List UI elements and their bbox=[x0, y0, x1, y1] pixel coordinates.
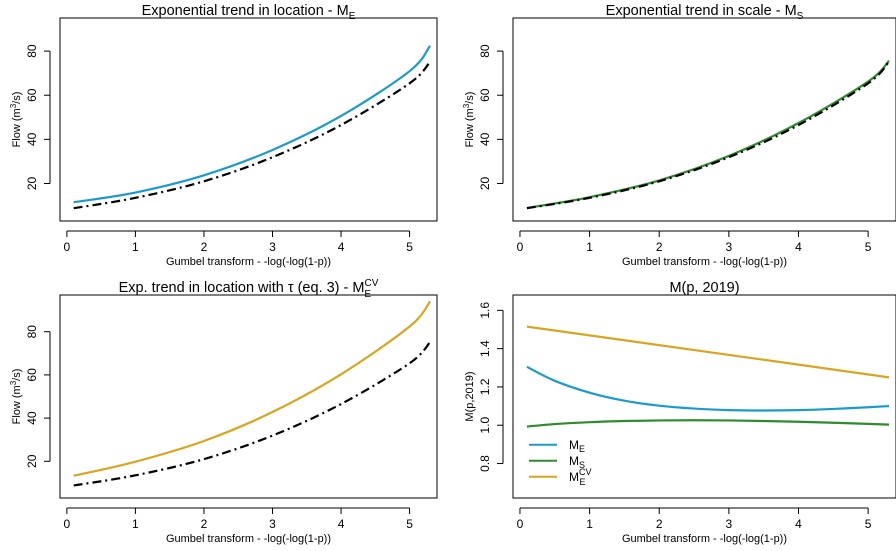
panel-4: M(p, 2019) 0 1 2 3 4 5 Gumbel transform - -log(… bbox=[464, 280, 896, 545]
y-tick-label: 20 bbox=[25, 176, 39, 190]
x-tick-label: 0 bbox=[64, 240, 71, 254]
x-tick-label: 3 bbox=[726, 517, 733, 531]
x-tick-label: 5 bbox=[865, 240, 872, 254]
x-tick-label: 5 bbox=[406, 517, 413, 531]
series-line-MECV bbox=[526, 325, 890, 379]
plot-frame bbox=[512, 17, 896, 222]
x-tick-label: 5 bbox=[406, 240, 413, 254]
y-tick-label: 40 bbox=[478, 132, 492, 146]
x-tick-label: 4 bbox=[795, 517, 802, 531]
chart-title: M(p, 2019) bbox=[669, 280, 739, 296]
series-line-MS bbox=[526, 419, 890, 428]
panel-3: Exp. trend in location with τ (eq. 3) - … bbox=[9, 278, 438, 545]
y-tick-label: 0.8 bbox=[478, 455, 492, 472]
reference-series-line bbox=[73, 341, 431, 487]
y-tick-label: 1.6 bbox=[478, 302, 492, 319]
y-tick-label: 20 bbox=[25, 454, 39, 468]
chart-title: Exponential trend in location - ME bbox=[142, 3, 356, 22]
y-axis-label: M(p,2019) bbox=[464, 371, 476, 421]
y-tick-label: 80 bbox=[478, 44, 492, 58]
y-tick-label: 1.0 bbox=[478, 417, 492, 434]
x-tick-label: 4 bbox=[338, 240, 345, 254]
x-tick-label: 5 bbox=[865, 517, 872, 531]
y-tick-label: 1.4 bbox=[478, 340, 492, 357]
y-tick-label: 60 bbox=[25, 368, 39, 382]
x-tick-label: 0 bbox=[517, 517, 524, 531]
series-line-ME bbox=[526, 365, 890, 412]
legend-label: MS bbox=[569, 454, 585, 470]
y-axis-label: Flow (m3/s) bbox=[462, 92, 476, 148]
x-tick-label: 2 bbox=[201, 517, 208, 531]
x-tick-label: 3 bbox=[726, 240, 733, 254]
reference-series-line bbox=[526, 60, 890, 210]
plot-frame bbox=[59, 294, 438, 499]
y-tick-label: 80 bbox=[25, 325, 39, 339]
y-tick-label: 80 bbox=[25, 44, 39, 58]
x-axis-label: Gumbel transform - -log(-log(1-p)) bbox=[166, 256, 331, 268]
x-tick-label: 4 bbox=[338, 517, 345, 531]
plot-frame bbox=[59, 17, 438, 222]
x-tick-label: 1 bbox=[132, 517, 139, 531]
y-tick-label: 1.2 bbox=[478, 378, 492, 395]
x-tick-label: 3 bbox=[269, 517, 276, 531]
plot-frame bbox=[512, 294, 896, 499]
chart-title: Exp. trend in location with τ (eq. 3) - … bbox=[119, 278, 379, 300]
y-tick-label: 40 bbox=[25, 132, 39, 146]
chart-title: Exponential trend in scale - MS bbox=[606, 3, 804, 22]
x-tick-label: 0 bbox=[64, 517, 71, 531]
panel-1: Exponential trend in location - ME 0 1 2 3 4 5… bbox=[9, 3, 438, 268]
legend-label: MCV E bbox=[569, 467, 592, 487]
series-line-MS bbox=[526, 60, 890, 210]
y-tick-label: 60 bbox=[478, 88, 492, 102]
series-line-MECV bbox=[73, 300, 432, 477]
x-tick-label: 2 bbox=[201, 240, 208, 254]
x-tick-label: 2 bbox=[656, 240, 663, 254]
x-tick-label: 1 bbox=[132, 240, 139, 254]
x-tick-label: 0 bbox=[517, 240, 524, 254]
x-tick-label: 3 bbox=[269, 240, 276, 254]
y-tick-label: 40 bbox=[25, 411, 39, 425]
y-tick-label: 20 bbox=[478, 176, 492, 190]
x-tick-label: 1 bbox=[586, 240, 593, 254]
y-axis-label: Flow (m3/s) bbox=[9, 369, 23, 425]
reference-series-line bbox=[73, 60, 431, 210]
x-tick-label: 4 bbox=[795, 240, 802, 254]
legend-label: ME bbox=[569, 438, 585, 454]
x-tick-label: 1 bbox=[586, 517, 593, 531]
x-axis-label: Gumbel transform - -log(-log(1-p)) bbox=[622, 533, 787, 545]
series-line-ME bbox=[73, 45, 432, 204]
x-axis-label: Gumbel transform - -log(-log(1-p)) bbox=[622, 256, 787, 268]
panel-2: Exponential trend in scale - MS 0 1 2 3 4 5 Gum… bbox=[462, 3, 896, 268]
y-tick-label: 60 bbox=[25, 88, 39, 102]
x-axis-label: Gumbel transform - -log(-log(1-p)) bbox=[166, 533, 331, 545]
x-tick-label: 2 bbox=[656, 517, 663, 531]
y-axis-label: Flow (m3/s) bbox=[9, 92, 23, 148]
